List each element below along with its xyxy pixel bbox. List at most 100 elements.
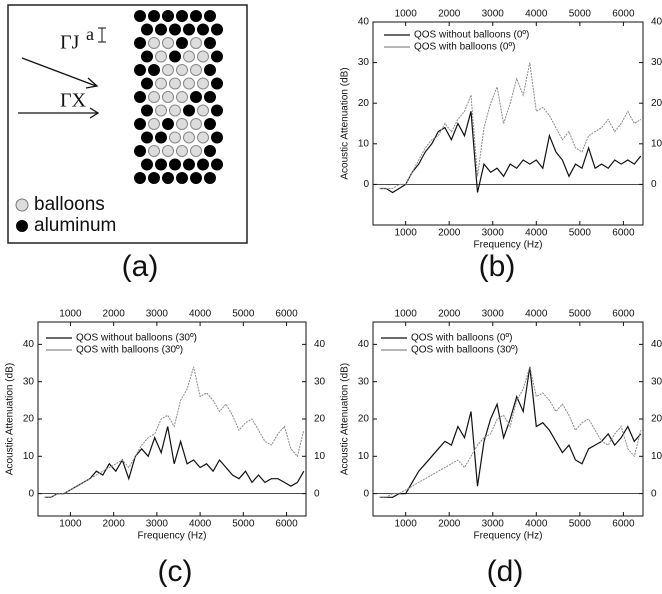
lattice-rod [190,172,202,184]
lattice-rod [211,77,223,90]
y-tick-label: 40 [358,339,370,350]
lattice-rod [134,10,146,22]
y-tick-label-right: 30 [651,57,662,68]
y-tick-label-right: 40 [651,339,662,350]
lattice-rod [162,145,174,157]
x-tick-label-top: 3000 [146,309,169,320]
x-tick-label: 3000 [482,519,505,530]
lattice-rod [155,104,167,117]
y-tick-label: 40 [23,339,35,350]
lattice-rod [190,145,202,157]
lattice-rod [176,118,188,130]
lattice-rod [134,172,146,184]
lattice-rod [211,50,223,63]
direction-label: ΓJ [60,32,80,54]
lattice-rod [155,77,167,90]
lattice-rod [197,50,209,63]
y-tick-label-right: 40 [651,17,662,28]
lattice-rod [162,64,174,76]
legend-label: QOS without balloons (30º) [76,333,197,344]
x-axis-label: Frequency (Hz) [474,531,543,542]
lattice-rod [197,131,209,144]
y-tick-label-right: 30 [314,376,326,387]
x-axis-label: Frequency (Hz) [138,531,207,542]
lattice-rod [204,172,216,184]
y-tick-label-right: 30 [651,376,662,387]
legend-label: balloons [34,194,105,215]
x-axis-label: Frequency (Hz) [474,240,543,251]
lattice-rod [197,23,209,36]
lattice-rod [204,10,216,22]
legend-label: QOS with balloons (30º) [76,345,183,356]
lattice-rod [204,37,216,49]
y-tick-label-right: 40 [314,339,326,350]
data-line [379,111,642,194]
x-tick-label-top: 1000 [395,9,418,20]
lattice-rod [197,77,209,90]
x-tick-label-top: 1000 [59,309,82,320]
lattice-rod [134,37,146,49]
lattice-rod [134,145,146,157]
lattice-rod [141,50,153,63]
lattice-rod [148,37,160,49]
x-tick-label: 4000 [189,519,212,530]
x-tick-label: 1000 [59,519,82,530]
data-line [44,426,305,498]
panel-label: (d) [487,555,524,588]
lattice-rod [176,64,188,76]
lattice-rod [204,91,216,103]
data-line [44,366,305,498]
lattice-rod [190,37,202,49]
lattice-rod [211,104,223,117]
legend-label: QOS with balloons (0º) [411,333,512,344]
lattice-rod [134,118,146,130]
y-tick-label: 10 [358,451,370,462]
y-tick-label: 10 [23,451,35,462]
x-tick-label: 1000 [395,228,418,239]
lattice-rod [162,10,174,22]
panel-label: (a) [122,250,159,283]
y-tick-label: 20 [358,98,370,109]
lattice-label: a [86,24,94,44]
y-tick-label: 30 [358,57,370,68]
lattice-rod [141,77,153,90]
x-tick-label-top: 3000 [482,309,505,320]
x-tick-label: 5000 [232,519,255,530]
x-tick-label-top: 4000 [189,309,212,320]
lattice-rod [141,104,153,117]
lattice-rod [148,64,160,76]
lattice-rod [162,37,174,49]
y-axis-label: Acoustic Attenuation (dB) [340,363,351,475]
x-tick-label: 6000 [612,519,635,530]
x-tick-label: 4000 [525,519,548,530]
lattice-rod [148,91,160,103]
x-tick-label: 2000 [438,228,461,239]
lattice-rod [155,50,167,63]
x-tick-label: 5000 [569,228,592,239]
lattice-bar [98,27,106,43]
lattice-rod [148,118,160,130]
x-tick-label: 4000 [525,228,548,239]
lattice-rod [134,64,146,76]
x-tick-label-top: 6000 [612,9,635,20]
lattice-rod [197,158,209,171]
x-tick-label: 3000 [482,228,505,239]
y-tick-label: 30 [23,376,35,387]
y-tick-label: 30 [358,376,370,387]
direction-label: ΓX [60,90,87,112]
lattice-rod [190,10,202,22]
y-tick-label-right: 20 [651,98,662,109]
x-tick-label-top: 4000 [525,309,548,320]
lattice-rod [169,158,181,171]
arrow [21,57,99,89]
x-tick-label-top: 2000 [438,9,461,20]
x-tick-label: 1000 [395,519,418,530]
y-tick-label: 0 [363,488,369,499]
lattice-rod [211,23,223,36]
x-tick-label-top: 2000 [103,309,126,320]
y-tick-label-right: 0 [651,488,657,499]
x-tick-label: 2000 [103,519,126,530]
lattice-rod [211,131,223,144]
lattice-rod [155,23,167,36]
